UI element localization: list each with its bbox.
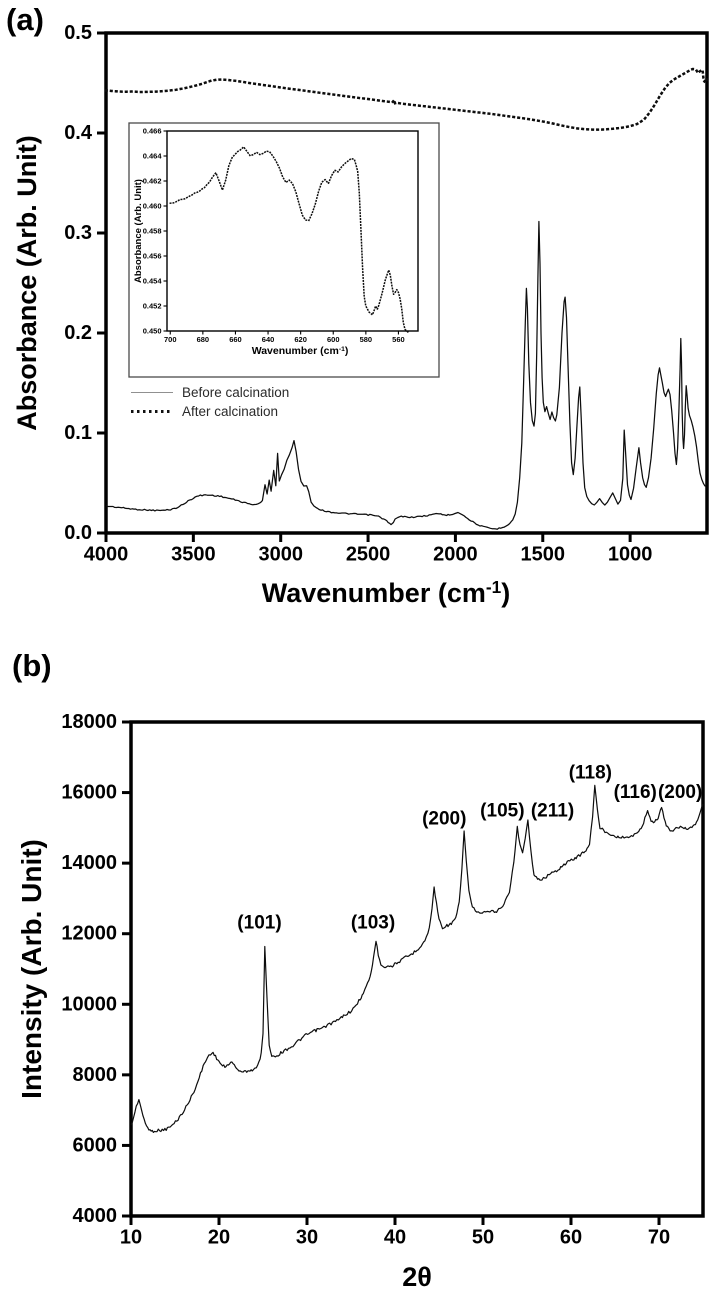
xrd-peak-label: (103) bbox=[351, 913, 395, 934]
ftir-inset-y-tick-label: 0.464 bbox=[143, 152, 163, 161]
legend-label-before: Before calcination bbox=[182, 385, 290, 400]
legend: Before calcination After calcination bbox=[131, 383, 289, 421]
ftir-inset-series-After calcination (detail) bbox=[169, 146, 410, 334]
xrd-peak-label: (118) bbox=[569, 762, 612, 783]
ftir-inset-x-tick-label: 700 bbox=[164, 335, 177, 344]
ftir-inset-x-tick-label: 660 bbox=[229, 335, 242, 344]
xrd-y-tick-label: 14000 bbox=[61, 852, 117, 874]
xrd-x-tick-label: 60 bbox=[560, 1227, 582, 1249]
ftir-main-x-tick-label: 1500 bbox=[521, 544, 566, 566]
ftir-main-x-tick-label: 4000 bbox=[84, 544, 129, 566]
inset-y-axis-title: Absorbance (Arb. Unit) bbox=[133, 179, 144, 283]
panel-b-label: (b) bbox=[12, 648, 52, 683]
ftir-main-series-After calcination bbox=[104, 67, 709, 131]
ftir-inset-y-tick-label: 0.466 bbox=[143, 127, 162, 136]
xrd-y-tick-label: 18000 bbox=[61, 711, 117, 733]
legend-label-after: After calcination bbox=[182, 404, 279, 419]
xrd-y-tick-label: 8000 bbox=[73, 1064, 118, 1086]
xrd-y-tick-label: 4000 bbox=[73, 1205, 118, 1227]
xrd-x-tick-label: 10 bbox=[120, 1227, 142, 1249]
xrd-y-tick-label: 10000 bbox=[61, 993, 117, 1015]
inset-x-title-text: Wavenumber (cm bbox=[251, 345, 339, 357]
legend-item-before-calcination: Before calcination bbox=[131, 383, 289, 402]
xrd-x-tick-label: 70 bbox=[648, 1227, 670, 1249]
ftir-inset-y-tick-label: 0.452 bbox=[143, 302, 162, 311]
ftir-inset-y-tick-label: 0.456 bbox=[143, 252, 162, 261]
panel-b-x-axis-title: 2θ bbox=[402, 1262, 432, 1292]
panel-b-y-axis-title: Intensity (Arb. Unit) bbox=[16, 839, 47, 1099]
legend-item-after-calcination: After calcination bbox=[131, 402, 289, 421]
panel-a-x-axis-title: Wavenumber (cm-1) bbox=[66, 577, 706, 609]
xrd-x-tick-label: 20 bbox=[208, 1227, 230, 1249]
inset-x-title-superscript: -1 bbox=[338, 345, 345, 353]
xrd-series-XRD pattern bbox=[130, 784, 704, 1133]
ftir-main-x-tick-label: 2500 bbox=[346, 544, 391, 566]
xrd-y-tick-label: 16000 bbox=[61, 782, 117, 804]
ftir-inset-y-tick-label: 0.462 bbox=[143, 177, 162, 186]
xrd-peak-label: (211) bbox=[531, 800, 574, 821]
panel-a-label: (a) bbox=[6, 2, 44, 37]
ftir-inset-y-tick-label: 0.458 bbox=[143, 227, 162, 236]
ftir-inset-x-tick-label: 560 bbox=[392, 335, 405, 344]
ftir-main-y-tick-label: 0.5 bbox=[64, 22, 92, 44]
ftir-inset-y-tick-label: 0.460 bbox=[143, 202, 162, 211]
xrd-peak-label: (116) bbox=[614, 782, 657, 803]
xrd-y-tick-label: 12000 bbox=[61, 923, 117, 945]
xrd-peak-label: (200) bbox=[422, 809, 466, 830]
ftir-main-x-tick-label: 3500 bbox=[171, 544, 216, 566]
ftir-main-y-tick-label: 0.4 bbox=[64, 122, 93, 144]
ftir-main-y-tick-label: 0.2 bbox=[64, 322, 92, 344]
inset-x-title-close: ) bbox=[344, 345, 349, 357]
ftir-inset-x-tick-label: 600 bbox=[327, 335, 340, 344]
ftir-inset-y-tick-label: 0.450 bbox=[143, 327, 162, 336]
ftir-inset-plot-frame bbox=[166, 130, 419, 332]
ftir-main-y-tick-label: 0.0 bbox=[64, 522, 92, 544]
panel-a-x-title-text: Wavenumber (cm bbox=[261, 578, 486, 608]
xrd-x-tick-label: 40 bbox=[384, 1227, 406, 1249]
panel-a-x-title-close: ) bbox=[501, 578, 511, 608]
ftir-main-x-tick-label: 1000 bbox=[608, 544, 653, 566]
inset-x-axis-title: Wavenumber (cm-1) bbox=[170, 345, 430, 357]
panel-a-y-axis-title: Absorbance (Arb. Unit) bbox=[12, 135, 42, 431]
ftir-inset-x-tick-label: 640 bbox=[262, 335, 275, 344]
dotted-line-sample-icon bbox=[131, 410, 173, 413]
ftir-inset-x-tick-label: 580 bbox=[360, 335, 373, 344]
xrd-peak-label: (105) bbox=[480, 800, 524, 821]
ftir-inset-x-tick-label: 680 bbox=[197, 335, 210, 344]
xrd-x-tick-label: 50 bbox=[472, 1227, 494, 1249]
ftir-main-y-tick-label: 0.1 bbox=[64, 422, 92, 444]
ftir-inset-y-tick-label: 0.454 bbox=[143, 277, 163, 286]
xrd-peak-label: (200) bbox=[658, 782, 702, 803]
xrd-x-tick-label: 30 bbox=[296, 1227, 318, 1249]
panel-a-x-title-superscript: -1 bbox=[485, 577, 502, 598]
xrd-y-tick-label: 6000 bbox=[73, 1134, 118, 1156]
solid-line-sample-icon bbox=[131, 392, 173, 393]
ftir-main-x-tick-label: 2000 bbox=[433, 544, 478, 566]
ftir-main-series-Before calcination bbox=[105, 220, 706, 530]
ftir-main-y-tick-label: 0.3 bbox=[64, 222, 92, 244]
ftir-inset-x-tick-label: 620 bbox=[294, 335, 307, 344]
ftir-main-x-tick-label: 3000 bbox=[258, 544, 303, 566]
xrd-plot-frame bbox=[129, 720, 705, 1218]
xrd-peak-label: (101) bbox=[237, 913, 281, 934]
